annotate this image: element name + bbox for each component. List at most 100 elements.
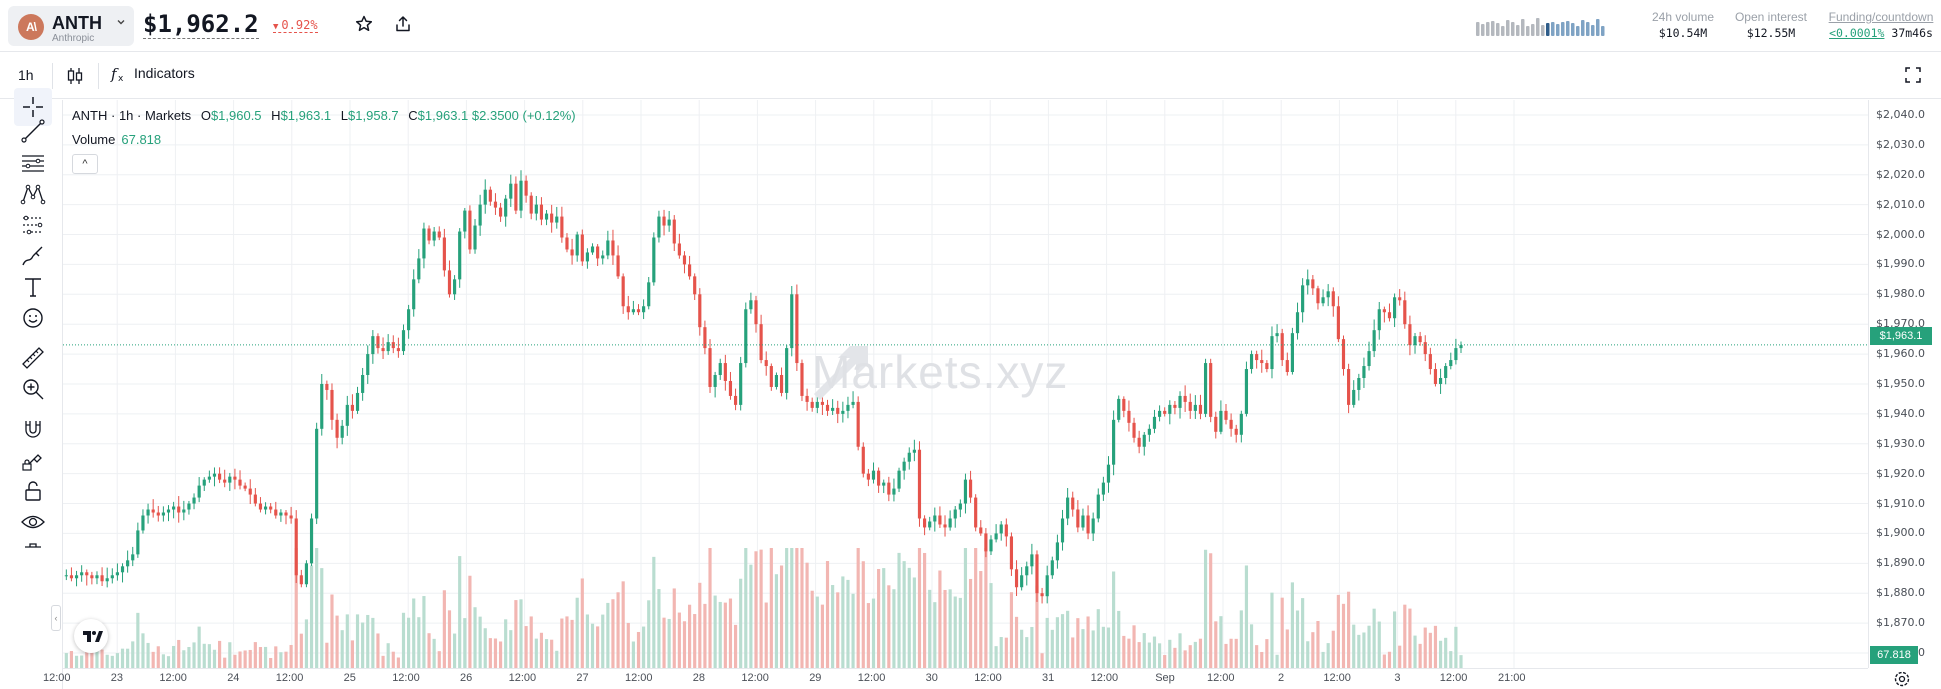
timeframe-button[interactable]: 1h: [18, 67, 34, 83]
candle-body: [95, 575, 99, 579]
volume-bar: [642, 626, 646, 668]
time-axis-label: 23: [110, 672, 124, 684]
candle-body: [764, 360, 768, 367]
tradingview-logo-icon[interactable]: [74, 619, 108, 653]
chart-area[interactable]: [63, 100, 1868, 668]
candle-body: [616, 255, 620, 277]
volume-bar: [1459, 655, 1463, 668]
svg-text:x: x: [118, 74, 124, 83]
candle-body: [1377, 309, 1381, 331]
volume-bar: [197, 626, 201, 668]
mini-volume-bar: [1481, 24, 1485, 36]
volume-bar: [636, 631, 641, 668]
mini-volume-bar: [1521, 19, 1525, 36]
magnet-tool[interactable]: [20, 416, 46, 442]
volume-bar: [779, 565, 784, 668]
share-icon[interactable]: [393, 14, 415, 36]
legend-collapse-button[interactable]: ^: [72, 154, 98, 174]
horizontal-lines-tool[interactable]: [20, 150, 46, 176]
zoom-in-tool[interactable]: [20, 376, 46, 402]
volume-bar: [1438, 640, 1443, 668]
volume-bar: [299, 633, 303, 668]
volume-bar: [1106, 627, 1111, 668]
candle-body: [1158, 410, 1162, 417]
unlock-tool[interactable]: [20, 478, 46, 504]
star-icon[interactable]: [354, 14, 376, 36]
candle-body: [1255, 354, 1259, 361]
candle-body: [907, 452, 911, 462]
volume-bar: [182, 650, 186, 668]
asset-selector[interactable]: A\ ANTH Anthropic: [8, 6, 134, 46]
volume-bar: [187, 646, 191, 668]
legend-delta: $2.3500 (+0.12%): [471, 108, 576, 123]
candle-body: [1413, 336, 1417, 346]
candle-body: [698, 294, 702, 328]
candle-body: [279, 512, 283, 516]
candle-body: [1219, 410, 1223, 432]
emoji-tool[interactable]: [20, 305, 46, 331]
indicators-button[interactable]: f x Indicators: [110, 65, 195, 87]
text-tool[interactable]: [20, 274, 46, 300]
candle-body: [1423, 342, 1427, 355]
price-axis[interactable]: [1868, 100, 1941, 668]
volume-bar: [820, 604, 824, 668]
stat-funding-countdown[interactable]: Funding/countdown <0.0001% 37m46s: [1822, 10, 1940, 40]
crosshair-tool[interactable]: [14, 88, 52, 126]
candle-body: [596, 246, 600, 259]
volume-bar: [1413, 635, 1417, 668]
time-axis[interactable]: [63, 668, 1868, 689]
volume-bar: [110, 655, 114, 668]
volume-bar: [999, 637, 1003, 668]
volume-bar: [253, 642, 257, 668]
collapse-sidebar-button[interactable]: ‹: [51, 605, 61, 631]
candle-body: [1004, 524, 1008, 537]
volume-bar: [974, 548, 978, 668]
volume-bar: [590, 623, 595, 668]
lock-drawing-tool[interactable]: [20, 447, 46, 473]
candle-body: [381, 348, 385, 352]
volume-bar: [1372, 608, 1376, 668]
candle-body: [544, 213, 549, 220]
candle-body: [963, 479, 968, 504]
candle-body: [820, 401, 824, 405]
price-axis-label: $1,990.0: [1876, 257, 1925, 271]
volume-bar: [688, 604, 692, 668]
volume-bar: [1454, 626, 1458, 668]
trash-tool[interactable]: [20, 540, 46, 566]
candle-body: [1249, 354, 1254, 370]
candle-body: [667, 219, 671, 226]
volume-bar: [1423, 627, 1427, 668]
candle-body: [815, 401, 819, 408]
volume-bar: [984, 548, 988, 668]
candle-body: [417, 258, 421, 280]
eye-tool[interactable]: [20, 509, 46, 535]
volume-bar: [304, 619, 309, 668]
candle-body: [263, 506, 268, 510]
trend-line-tool[interactable]: [20, 118, 46, 144]
brush-tool[interactable]: [20, 243, 46, 269]
fullscreen-icon[interactable]: [1903, 65, 1925, 87]
time-axis-label: 12:00: [857, 672, 886, 684]
candle-body: [1014, 569, 1019, 588]
time-axis-label: 12:00: [625, 672, 653, 684]
pattern-icon: [20, 184, 46, 205]
ruler-tool[interactable]: [20, 345, 46, 371]
candles-icon[interactable]: [64, 65, 86, 87]
volume-bar: [667, 618, 671, 668]
volume-bar: [228, 642, 232, 668]
volume-bar: [1076, 618, 1080, 668]
volume-bar: [1066, 610, 1070, 668]
prediction-tool[interactable]: [20, 212, 46, 238]
legend-c-label: C: [408, 108, 418, 123]
volume-bar: [172, 645, 176, 668]
volume-bar: [1270, 592, 1274, 668]
pattern-tool[interactable]: [20, 181, 46, 207]
candle-body: [1066, 497, 1070, 519]
volume-bar: [989, 583, 993, 668]
mini-volume-bar: [1526, 26, 1530, 36]
time-axis-label: 12:00: [974, 672, 1002, 684]
chart-settings-icon[interactable]: [1893, 670, 1911, 688]
candle-body: [943, 524, 947, 528]
candle-body: [1076, 509, 1080, 528]
time-axis-label: 26: [460, 672, 473, 684]
